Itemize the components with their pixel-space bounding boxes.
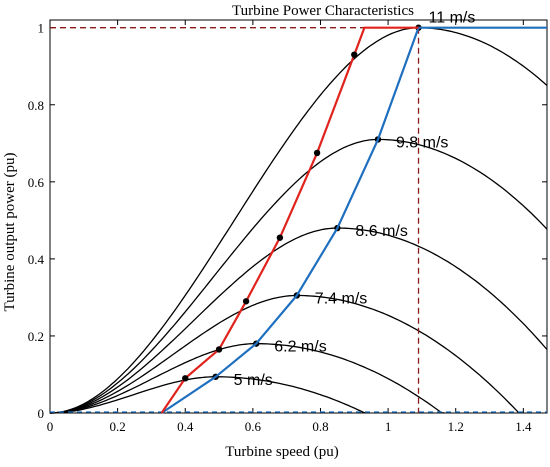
plot-frame — [49, 19, 548, 414]
wind-speed-curve — [50, 343, 445, 414]
y-axis-label: Turbine output power (pu) — [2, 152, 18, 311]
x-axis-label: Turbine speed (pu) — [225, 444, 339, 460]
wind-speed-label: 9.8 m/s — [396, 134, 448, 151]
wind-speed-label: 7.4 m/s — [315, 290, 367, 307]
optimal-power-curve — [160, 26, 547, 414]
wind-speed-label: 8.6 m/s — [355, 223, 407, 240]
wind-speed-curve — [49, 138, 548, 414]
x-tick-label: 0.4 — [177, 419, 194, 434]
x-tick-label: 0.6 — [245, 419, 262, 434]
x-tick-label: 0.2 — [109, 419, 125, 434]
y-tick-label: 0.6 — [28, 175, 45, 190]
operating-marker — [215, 346, 223, 353]
y-tick-label: 0.2 — [28, 329, 44, 344]
x-tick-label: 1.4 — [515, 419, 532, 434]
wind-speed-curve — [49, 294, 520, 414]
operating-marker — [276, 234, 284, 241]
wind-speed-curve — [50, 376, 367, 414]
operating-marker — [313, 149, 321, 157]
x-tick-label: 1.2 — [448, 419, 464, 434]
wind-speed-curve — [49, 27, 548, 414]
y-tick-label: 0.8 — [28, 98, 44, 113]
wind-speed-label: 5 m/s — [234, 372, 273, 389]
x-tick-label: 0 — [47, 419, 54, 434]
x-tick-label: 0.8 — [312, 419, 328, 434]
operating-marker — [182, 375, 189, 382]
x-tick-label: 1 — [385, 419, 392, 434]
y-tick-label: 1 — [38, 21, 45, 36]
wind-speed-label: 6.2 m/s — [274, 339, 326, 356]
wind-speed-curve — [49, 227, 548, 414]
wind-speed-label: 11 m/s — [429, 10, 476, 27]
y-tick-label: 0 — [38, 406, 45, 421]
operating-marker — [242, 298, 250, 305]
chart-title: Turbine Power Characteristics — [232, 3, 414, 19]
operating-marker — [351, 51, 358, 58]
y-tick-label: 0.4 — [28, 252, 45, 267]
